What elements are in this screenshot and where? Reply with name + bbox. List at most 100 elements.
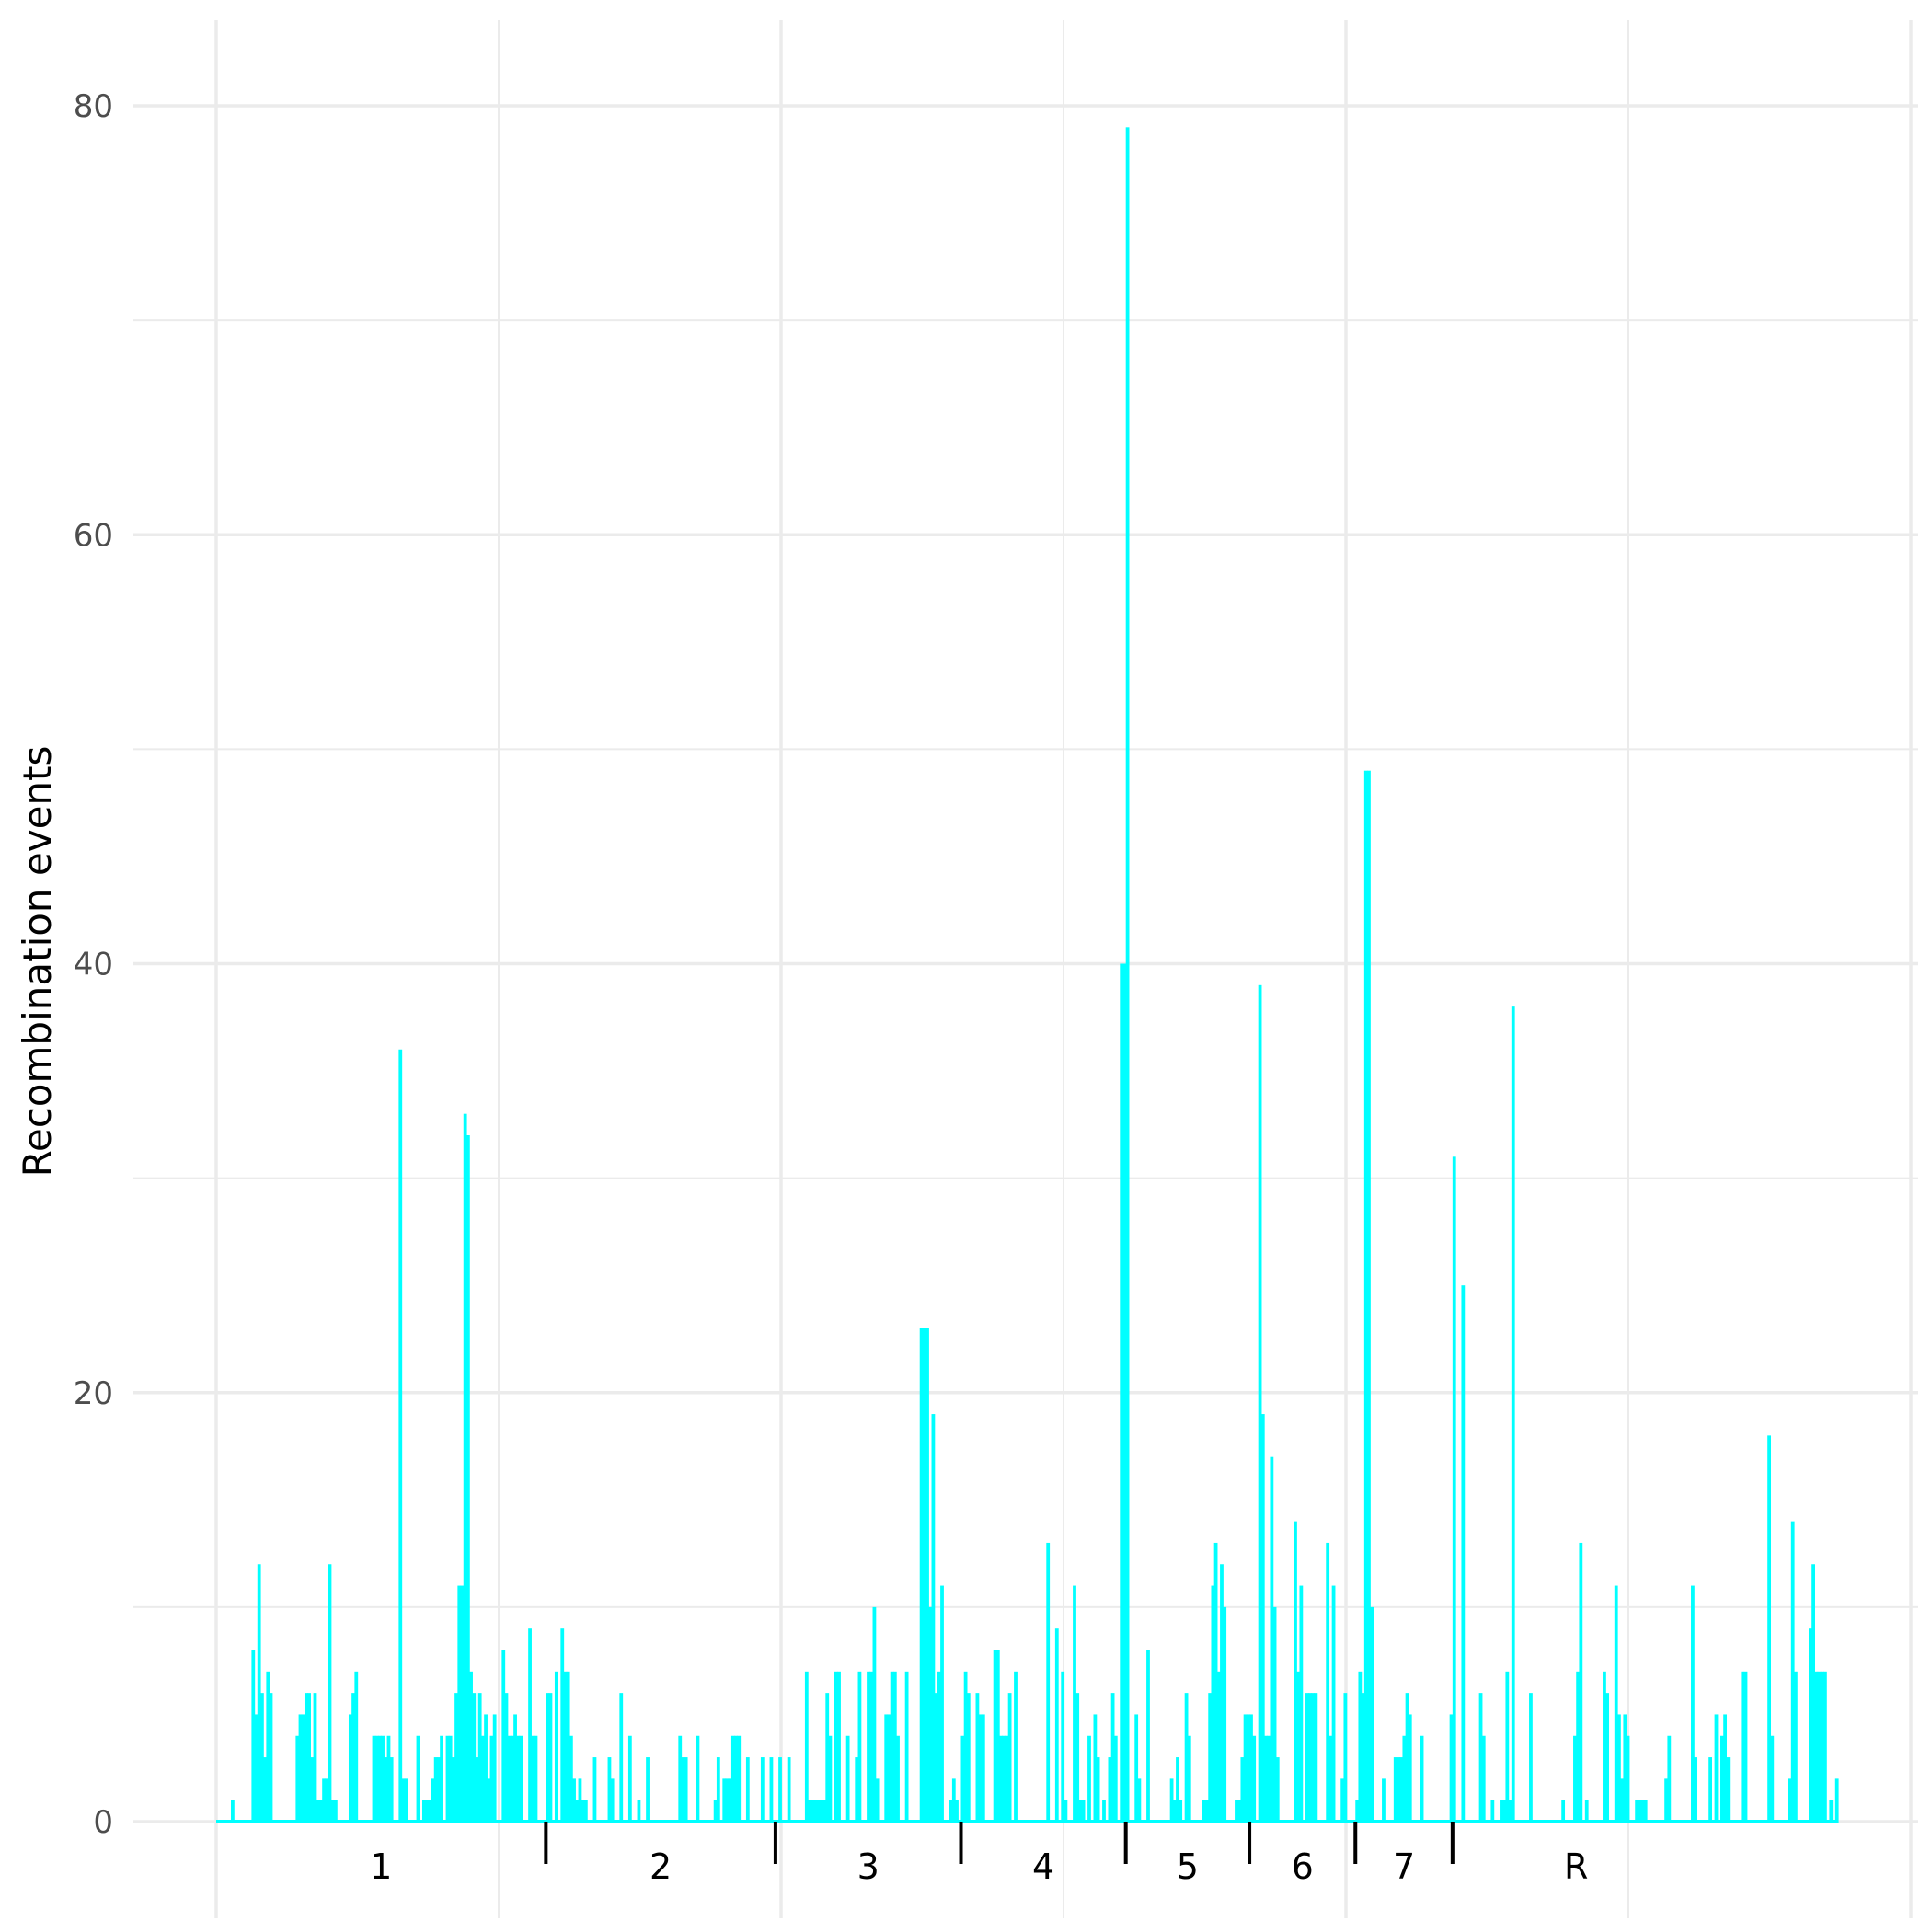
bar xyxy=(904,1671,909,1823)
bar xyxy=(822,1800,826,1823)
bar xyxy=(257,1564,261,1823)
bar xyxy=(1511,1006,1515,1823)
bar xyxy=(1005,1735,1009,1823)
bar xyxy=(610,1778,615,1823)
bar xyxy=(560,1628,565,1823)
bar xyxy=(333,1800,338,1823)
segment-label: 7 xyxy=(1393,1846,1415,1887)
bar xyxy=(1635,1800,1639,1823)
bar xyxy=(546,1693,550,1823)
bar xyxy=(1714,1714,1719,1823)
bar xyxy=(1481,1735,1486,1823)
bar xyxy=(1054,1628,1059,1823)
bar xyxy=(1490,1800,1495,1823)
bar xyxy=(926,1328,929,1823)
bar xyxy=(1691,1585,1695,1823)
bar xyxy=(678,1735,683,1823)
bar xyxy=(477,1693,482,1823)
bar xyxy=(513,1714,517,1823)
bar xyxy=(318,1800,323,1823)
bar xyxy=(507,1735,512,1823)
bar xyxy=(566,1671,570,1823)
bar xyxy=(1331,1585,1336,1823)
bar xyxy=(1829,1800,1834,1823)
bar xyxy=(1096,1757,1100,1823)
bar xyxy=(1452,1156,1456,1823)
bar xyxy=(1402,1735,1407,1823)
bar xyxy=(1305,1693,1309,1823)
bar xyxy=(372,1735,376,1823)
bar xyxy=(1270,1456,1274,1823)
bar xyxy=(1726,1757,1731,1823)
segment-label: 5 xyxy=(1177,1846,1199,1887)
bar xyxy=(1202,1800,1206,1823)
bar xyxy=(1272,1606,1277,1823)
bar xyxy=(730,1735,735,1823)
bar xyxy=(510,1735,514,1823)
bar xyxy=(1294,1521,1297,1823)
bars xyxy=(216,127,1839,1823)
bar xyxy=(1461,1285,1466,1823)
bar xyxy=(433,1757,438,1823)
segment-label: 1 xyxy=(370,1846,392,1887)
bar xyxy=(386,1735,391,1823)
bar xyxy=(819,1800,823,1823)
segment-label: 3 xyxy=(857,1846,880,1887)
bar xyxy=(1623,1714,1627,1823)
bar xyxy=(354,1671,359,1823)
bar xyxy=(857,1671,862,1823)
bar xyxy=(1093,1714,1098,1823)
bar xyxy=(1184,1693,1189,1823)
bar xyxy=(681,1757,685,1823)
bar xyxy=(1061,1671,1065,1823)
bar xyxy=(304,1693,308,1823)
bar xyxy=(575,1800,580,1823)
bar xyxy=(837,1671,841,1823)
bar xyxy=(377,1735,382,1823)
bar xyxy=(480,1735,485,1823)
bar xyxy=(389,1757,394,1823)
bar xyxy=(431,1778,435,1823)
bar xyxy=(1087,1735,1091,1823)
bar xyxy=(887,1714,891,1823)
bar xyxy=(492,1714,497,1823)
bar xyxy=(813,1800,818,1823)
bar xyxy=(1243,1714,1248,1823)
bar xyxy=(528,1628,532,1823)
bar xyxy=(1220,1564,1224,1823)
bar xyxy=(1208,1693,1213,1823)
bar xyxy=(1264,1735,1268,1823)
bar xyxy=(637,1800,641,1823)
y-tick-label: 20 xyxy=(74,1375,113,1412)
bar xyxy=(993,1650,997,1823)
bar xyxy=(1308,1693,1312,1823)
bar xyxy=(1823,1671,1827,1823)
bar xyxy=(1814,1671,1819,1823)
bar xyxy=(466,1135,470,1823)
bar xyxy=(1382,1778,1386,1823)
bar xyxy=(501,1650,506,1823)
bar xyxy=(1014,1671,1018,1823)
bar xyxy=(330,1800,335,1823)
bar xyxy=(787,1757,791,1823)
bar xyxy=(313,1693,317,1823)
bar xyxy=(1075,1693,1080,1823)
bar xyxy=(569,1735,573,1823)
segment-label: 4 xyxy=(1032,1846,1054,1887)
bar xyxy=(1478,1693,1483,1823)
bar xyxy=(1064,1800,1068,1823)
bar xyxy=(457,1585,462,1823)
bar xyxy=(804,1671,809,1823)
bar xyxy=(1235,1800,1238,1823)
bar xyxy=(966,1693,971,1823)
bar xyxy=(995,1650,1000,1823)
bar xyxy=(1213,1542,1218,1823)
bar xyxy=(1081,1800,1086,1823)
bar xyxy=(981,1714,985,1823)
bar xyxy=(1576,1671,1581,1823)
bar xyxy=(475,1757,479,1823)
bar xyxy=(975,1693,980,1823)
bar xyxy=(454,1693,458,1823)
bar xyxy=(1125,127,1130,1823)
bar xyxy=(266,1671,270,1823)
